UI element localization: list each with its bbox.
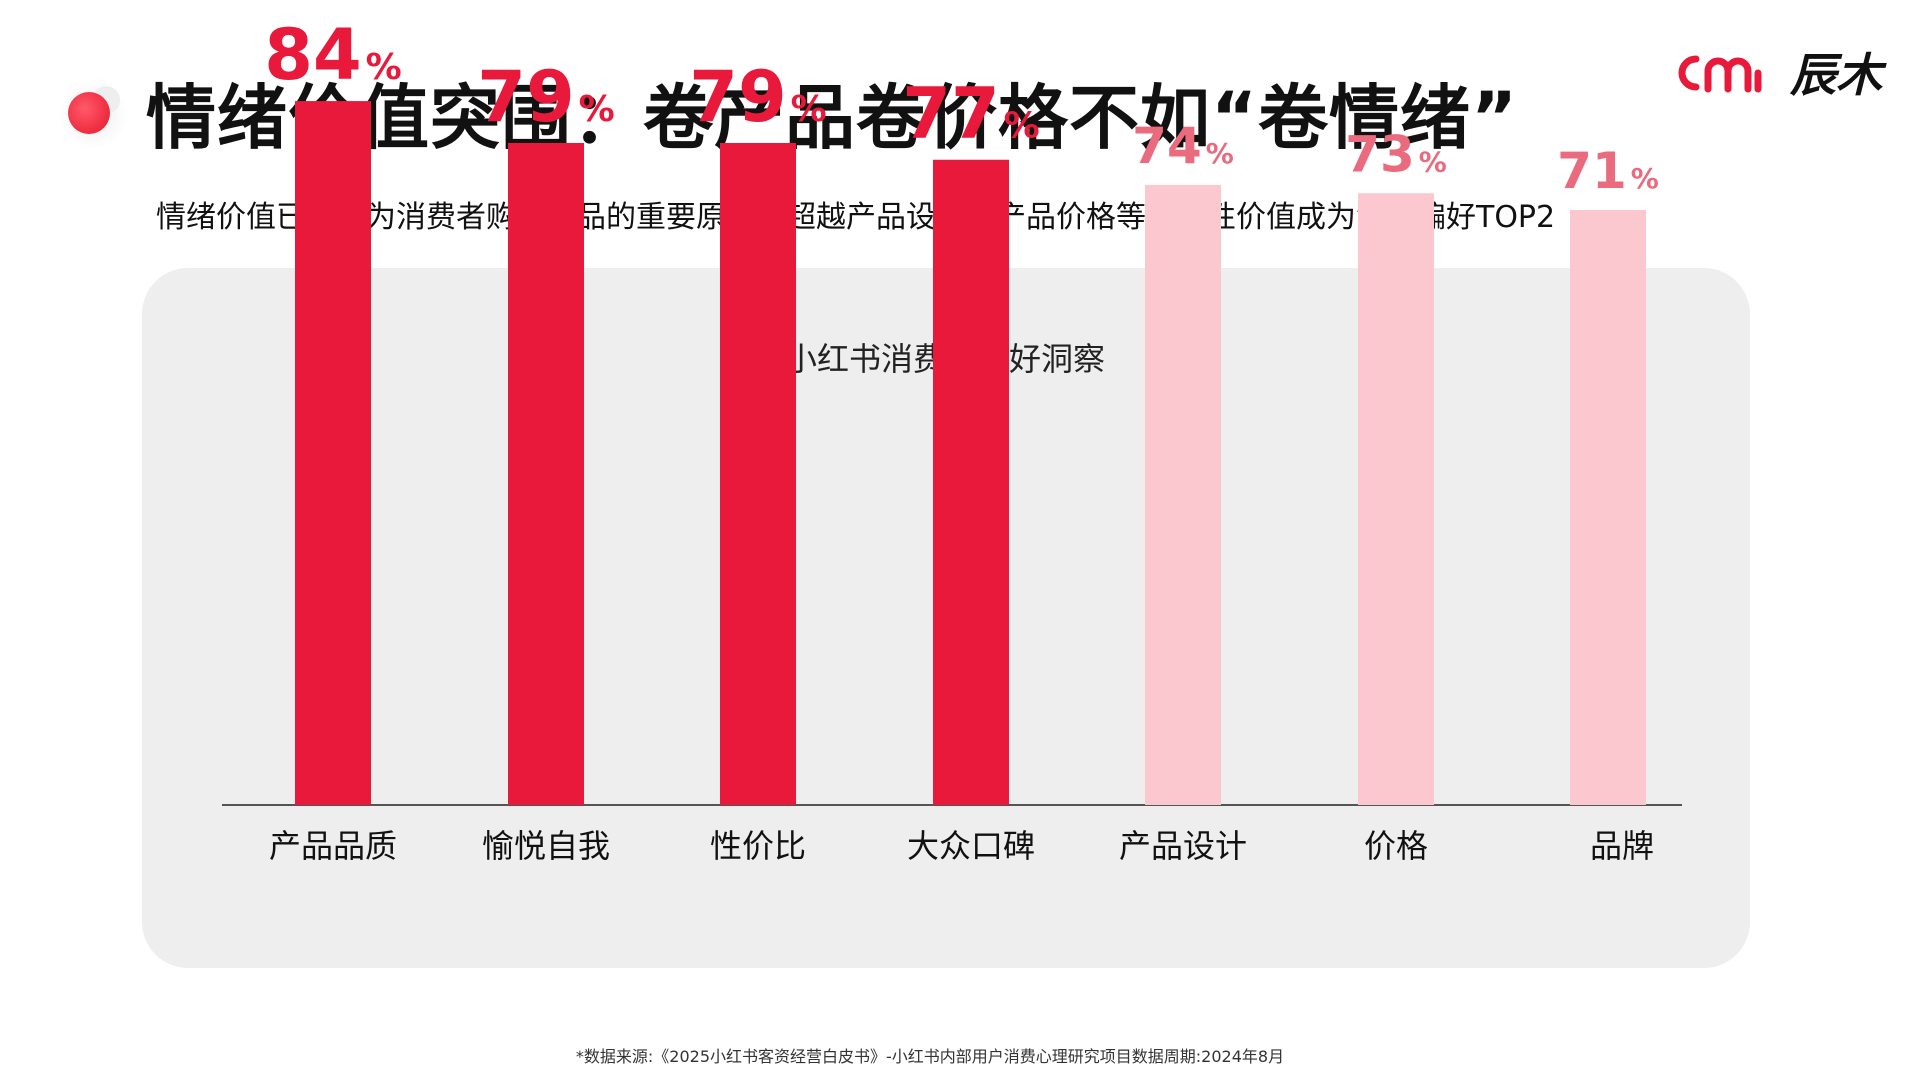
brand-logo: 辰木: [1668, 42, 1882, 102]
category-label-2: 愉悦自我: [482, 827, 610, 865]
brand-logo-icon: [1678, 55, 1762, 93]
bar-2: [508, 142, 584, 806]
value-label-4: 77%: [902, 73, 1040, 155]
page-subtitle: 情绪价值已经成为消费者购买产品的重要原因，超越产品设计、产品价格等功能性价值成为…: [156, 200, 1556, 235]
brand-logo-text: 辰木: [1790, 48, 1882, 102]
value-label-7: 71%: [1557, 142, 1659, 200]
page-title: 情绪价值突围：卷产品卷价格不如“卷情绪”: [146, 77, 1519, 159]
decorative-dot-red: [68, 92, 110, 134]
bar-7: [1570, 210, 1646, 805]
category-label-5: 产品设计: [1119, 827, 1247, 865]
data-source-footnote: *数据来源:《2025小红书客资经营白皮书》-小红书内部用户消费心理研究项目数据…: [575, 1047, 1285, 1066]
bar-6: [1358, 193, 1434, 805]
category-label-4: 大众口碑: [907, 827, 1035, 865]
bar-1: [295, 101, 371, 805]
category-label-6: 价格: [1364, 827, 1428, 865]
bar-5: [1145, 184, 1221, 805]
value-label-3: 79%: [689, 56, 827, 138]
value-label-6: 73%: [1345, 125, 1447, 183]
bar-4: [933, 159, 1009, 806]
category-label-1: 产品品质: [269, 827, 397, 865]
value-label-1: 84%: [264, 14, 402, 96]
value-label-5: 74%: [1132, 117, 1234, 175]
category-label-3: 性价比: [710, 827, 806, 865]
category-label-7: 品牌: [1590, 827, 1654, 865]
value-label-2: 79%: [477, 56, 615, 138]
bar-3: [720, 142, 796, 806]
